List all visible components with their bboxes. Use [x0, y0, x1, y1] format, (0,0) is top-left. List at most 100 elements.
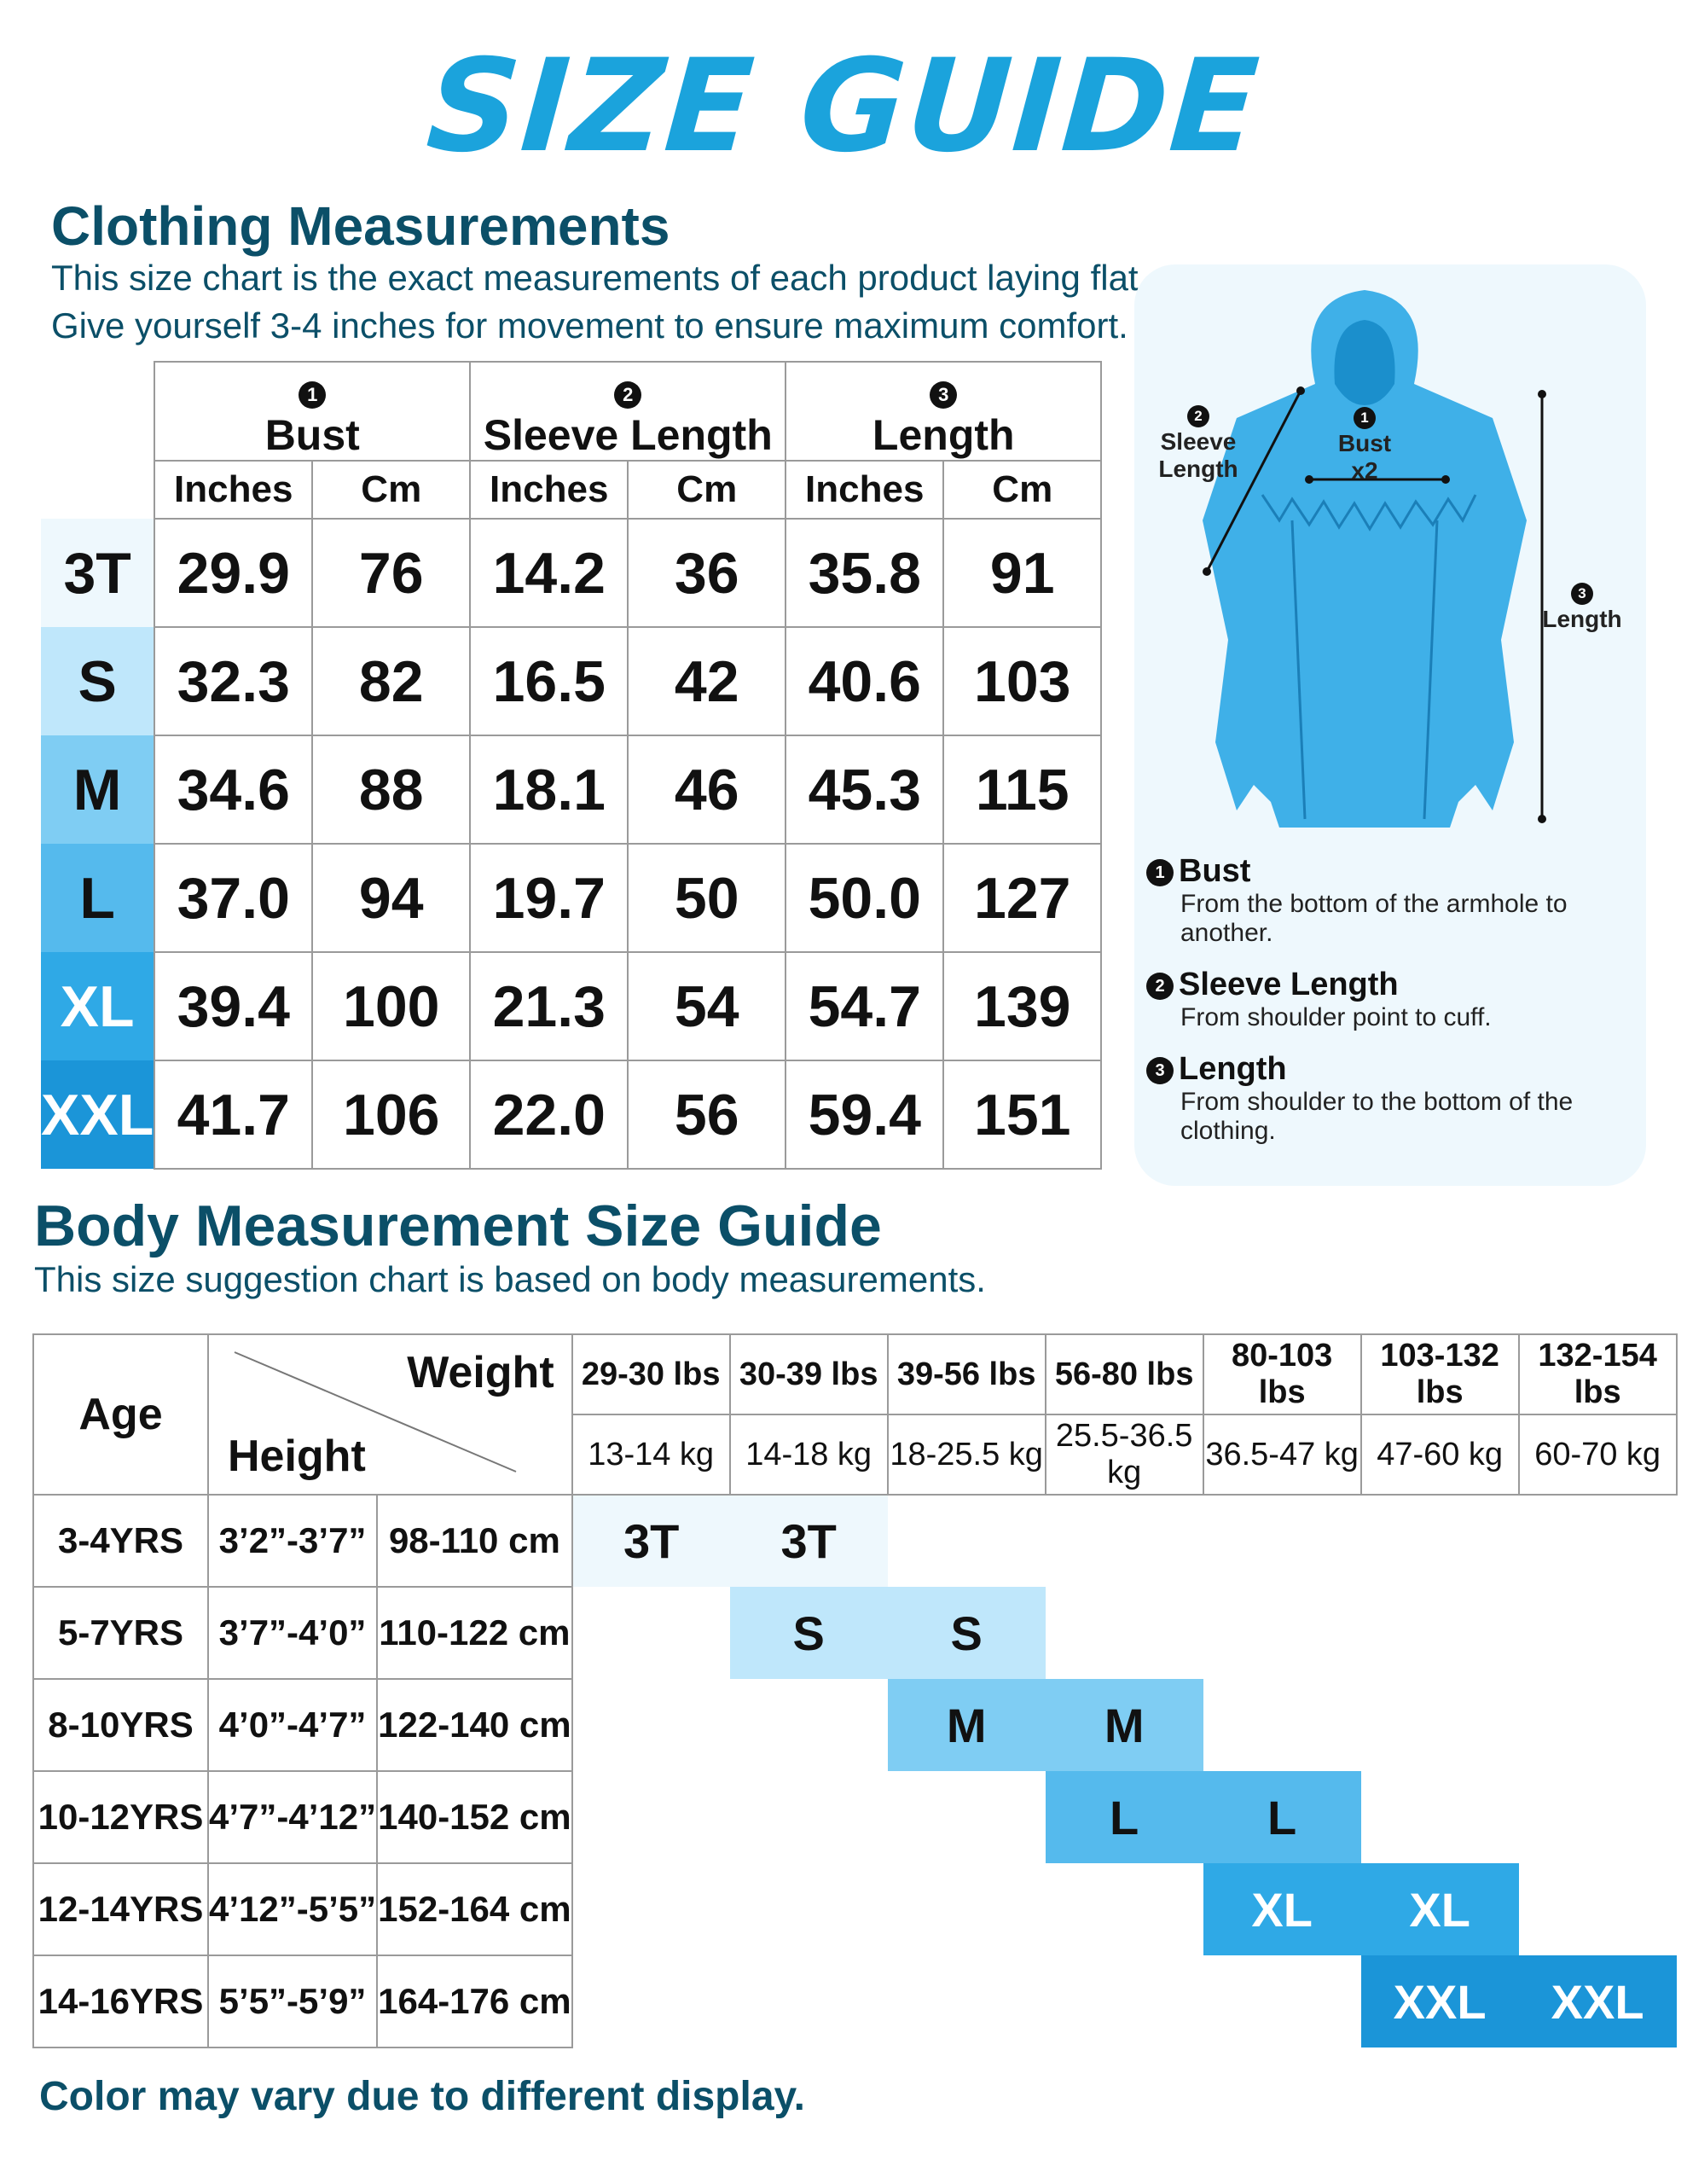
- diagram-label-sleeve: 2 Sleeve Length: [1151, 401, 1245, 484]
- legend-title-text: Length: [1179, 1051, 1287, 1087]
- unit-header: Cm: [311, 460, 472, 520]
- measurement-value: 56: [627, 1060, 787, 1170]
- size-label: S: [41, 627, 155, 735]
- measurement-value: 18.1: [469, 735, 629, 845]
- size-cell: XXL: [1360, 1955, 1519, 2048]
- measurement-value: 32.3: [154, 626, 314, 736]
- measurement-diagram-panel: 2 Sleeve Length 1 Bust x2 3 Length 1 Bust…: [1134, 264, 1646, 1186]
- robe-hood: [1334, 320, 1395, 405]
- weight-height-header: Weight Height: [207, 1333, 573, 1496]
- group-number: 2: [614, 381, 642, 409]
- unit-header: Inches: [785, 460, 945, 520]
- empty-cell: [1046, 1863, 1203, 1955]
- empty-cell: [1046, 1587, 1203, 1679]
- measurement-value: 34.6: [154, 735, 314, 845]
- measurement-value: 16.5: [469, 626, 629, 736]
- measurement-value: 50.0: [785, 843, 945, 953]
- empty-cell: [572, 1771, 730, 1863]
- group-header-1: 1 Bust: [154, 361, 472, 462]
- weight-kg-header: 25.5-36.5 kg: [1044, 1414, 1204, 1496]
- clothing-subtitle-2: Give yourself 3-4 inches for movement to…: [51, 305, 1128, 346]
- age-value: 12-14YRS: [32, 1862, 209, 1956]
- empty-cell: [1519, 1679, 1677, 1771]
- height-cm-value: 140-152 cm: [376, 1770, 573, 1864]
- empty-cell: [1519, 1587, 1677, 1679]
- weight-label: Weight: [407, 1348, 554, 1397]
- empty-cell: [1361, 1587, 1519, 1679]
- size-cell: XL: [1360, 1863, 1519, 1955]
- measurement-value: 94: [311, 843, 472, 953]
- clothing-heading: Clothing Measurements: [51, 195, 670, 257]
- age-value: 3-4YRS: [32, 1494, 209, 1588]
- measurement-value: 39.4: [154, 951, 314, 1061]
- height-ft-value: 5’5”-5’9”: [206, 1955, 379, 2048]
- measurement-value: 14.2: [469, 518, 629, 628]
- size-cell: 3T: [571, 1495, 730, 1587]
- unit-header: Cm: [942, 460, 1103, 520]
- weight-lbs-header: 103-132 lbs: [1359, 1333, 1520, 1415]
- size-cell: M: [1045, 1679, 1203, 1771]
- weight-kg-row: 13-14 kg 14-18 kg 18-25.5 kg 25.5-36.5 kg 36…: [33, 1414, 1678, 1496]
- measurement-value: 91: [942, 518, 1103, 628]
- legend-desc: From shoulder to the bottom of the cloth…: [1180, 1088, 1574, 1145]
- table-row: 14-16YRS 5’5”-5’9” 164-176 cm XXL XXL: [32, 1955, 1677, 2048]
- diagram-legend: 1 Bust From the bottom of the armhole to a…: [1146, 853, 1641, 1165]
- bust-dot-right: [1441, 475, 1450, 484]
- legend-item: 2 Sleeve Length From shoulder point to cuf…: [1146, 967, 1641, 1032]
- size-label: M: [41, 735, 155, 844]
- weight-kg-header: 13-14 kg: [571, 1414, 731, 1496]
- empty-cell: [1519, 1771, 1677, 1863]
- group-header-3: 3 Length: [785, 361, 1103, 462]
- empty-cell: [572, 1587, 730, 1679]
- measurement-value: 50: [627, 843, 787, 953]
- body-heading: Body Measurement Size Guide: [34, 1194, 882, 1258]
- legend-title-text: Bust: [1179, 853, 1251, 889]
- legend-item: 3 Length From shoulder to the bottom of th…: [1146, 1051, 1641, 1146]
- empty-cell: [1203, 1679, 1361, 1771]
- legend-number: 3: [1146, 1056, 1174, 1084]
- height-cm-value: 164-176 cm: [376, 1955, 573, 2048]
- size-cell: S: [729, 1587, 888, 1679]
- robe-seams: [1290, 520, 1439, 820]
- height-cm-value: 98-110 cm: [376, 1494, 573, 1588]
- diagonal-divider: [234, 1351, 517, 1472]
- measurement-value: 41.7: [154, 1060, 314, 1170]
- size-cell: S: [887, 1587, 1046, 1679]
- legend-number: 1: [1146, 858, 1174, 886]
- cape-edge: [1261, 494, 1477, 531]
- weight-kg-header: 18-25.5 kg: [886, 1414, 1046, 1496]
- weight-lbs-header: 39-56 lbs: [886, 1333, 1046, 1415]
- clothing-measurements-table: 1 Bust 2 Sleeve Length 3 Length Inches Cm Inches…: [41, 361, 1103, 1170]
- legend-desc: From the bottom of the armhole to anothe…: [1180, 890, 1568, 947]
- table-row: L 37.0 94 19.7 50 50.0 127: [41, 843, 1103, 953]
- weight-kg-header: 47-60 kg: [1359, 1414, 1520, 1496]
- age-value: 5-7YRS: [32, 1586, 209, 1680]
- size-cell: L: [1203, 1771, 1361, 1863]
- weight-lbs-header: 80-103 lbs: [1202, 1333, 1362, 1415]
- legend-desc: From shoulder point to cuff.: [1180, 1003, 1492, 1031]
- size-label: XXL: [41, 1060, 155, 1169]
- sleeve-dot-bottom: [1203, 567, 1211, 576]
- empty-cell: [1361, 1679, 1519, 1771]
- measurement-value: 127: [942, 843, 1103, 953]
- weight-lbs-header: 30-39 lbs: [728, 1333, 889, 1415]
- height-ft-value: 4’0”-4’7”: [206, 1678, 379, 1772]
- table-row: 3T 29.9 76 14.2 36 35.8 91: [41, 518, 1103, 628]
- clothing-unit-row: Inches Cm Inches Cm Inches Cm: [41, 460, 1103, 520]
- diagram-label-bust: 1 Bust x2: [1330, 403, 1399, 485]
- empty-cell: [730, 1771, 888, 1863]
- clothing-subtitle-1: This size chart is the exact measurement…: [51, 258, 1149, 298]
- empty-cell: [572, 1955, 730, 2048]
- legend-item-title: 1 Bust: [1146, 853, 1641, 890]
- measurement-value: 139: [942, 951, 1103, 1061]
- weight-kg-header: 60-70 kg: [1517, 1414, 1678, 1496]
- measurement-value: 46: [627, 735, 787, 845]
- body-subtitle: This size suggestion chart is based on b…: [34, 1259, 986, 1299]
- age-value: 10-12YRS: [32, 1770, 209, 1864]
- empty-cell: [1203, 1955, 1361, 2048]
- measurement-value: 22.0: [469, 1060, 629, 1170]
- measurement-value: 36: [627, 518, 787, 628]
- length-dot-top: [1538, 390, 1546, 398]
- size-label: 3T: [41, 519, 155, 627]
- empty-cell: [1046, 1955, 1203, 2048]
